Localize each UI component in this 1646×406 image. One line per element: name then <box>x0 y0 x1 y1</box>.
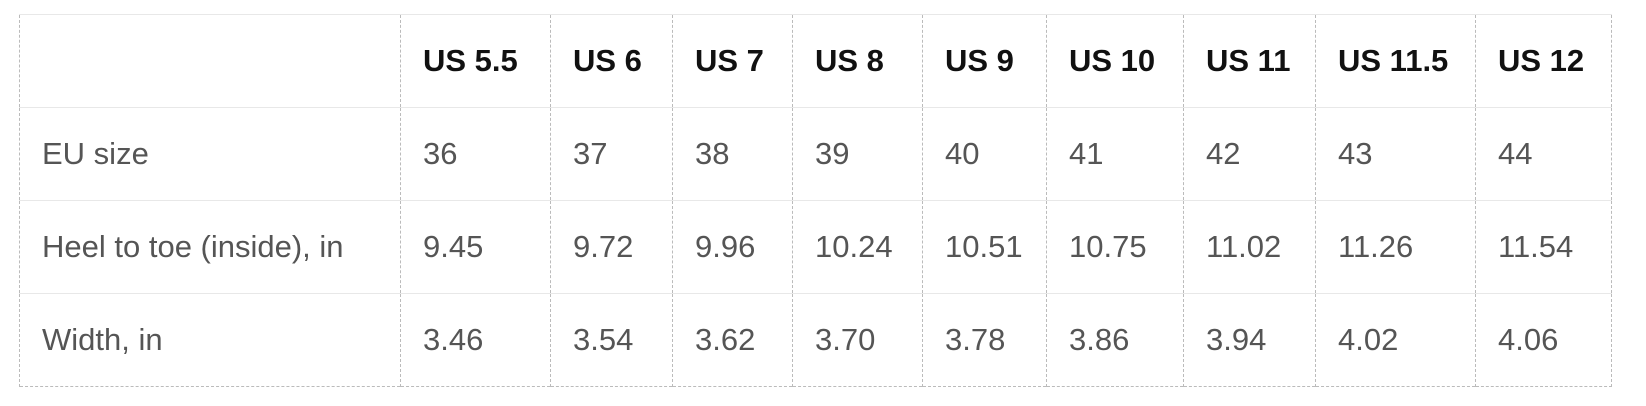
row-label: Heel to toe (inside), in <box>19 200 401 294</box>
table-row: Heel to toe (inside), in 9.45 9.72 9.96 10.2… <box>19 200 1612 294</box>
cell: 3.86 <box>1046 293 1184 387</box>
cell: 9.96 <box>672 200 793 294</box>
cell: 10.51 <box>922 200 1047 294</box>
cell: 10.24 <box>792 200 923 294</box>
column-header: US 5.5 <box>400 14 551 108</box>
cell: 3.62 <box>672 293 793 387</box>
row-label: EU size <box>19 107 401 201</box>
header-row: US 5.5 US 6 US 7 US 8 US 9 US 10 US 11 US 11.5 U… <box>19 14 1612 108</box>
column-header: US 9 <box>922 14 1047 108</box>
size-table: US 5.5 US 6 US 7 US 8 US 9 US 10 US 11 US 11.5 U… <box>19 14 1612 387</box>
cell: 4.06 <box>1475 293 1612 387</box>
cell: 41 <box>1046 107 1184 201</box>
column-header: US 11.5 <box>1315 14 1476 108</box>
cell: 9.45 <box>400 200 551 294</box>
cell: 3.94 <box>1183 293 1316 387</box>
table-row: Width, in 3.46 3.54 3.62 3.70 3.78 3.86 3.94 4.0… <box>19 293 1612 387</box>
column-header: US 11 <box>1183 14 1316 108</box>
column-header: US 8 <box>792 14 923 108</box>
column-header: US 12 <box>1475 14 1612 108</box>
cell: 9.72 <box>550 200 673 294</box>
cell: 11.54 <box>1475 200 1612 294</box>
cell: 4.02 <box>1315 293 1476 387</box>
table-row: EU size 36 37 38 39 40 41 42 43 44 <box>19 107 1612 201</box>
row-label: Width, in <box>19 293 401 387</box>
column-header: US 10 <box>1046 14 1184 108</box>
cell: 11.26 <box>1315 200 1476 294</box>
table-body: EU size 36 37 38 39 40 41 42 43 44 Heel to toe (in… <box>19 107 1612 387</box>
cell: 40 <box>922 107 1047 201</box>
column-header: US 7 <box>672 14 793 108</box>
cell: 44 <box>1475 107 1612 201</box>
cell: 10.75 <box>1046 200 1184 294</box>
cell: 11.02 <box>1183 200 1316 294</box>
cell: 39 <box>792 107 923 201</box>
cell: 3.78 <box>922 293 1047 387</box>
cell: 3.70 <box>792 293 923 387</box>
cell: 3.54 <box>550 293 673 387</box>
cell: 37 <box>550 107 673 201</box>
cell: 43 <box>1315 107 1476 201</box>
cell: 36 <box>400 107 551 201</box>
cell: 42 <box>1183 107 1316 201</box>
cell: 3.46 <box>400 293 551 387</box>
cell: 38 <box>672 107 793 201</box>
corner-cell <box>19 14 401 108</box>
column-header: US 6 <box>550 14 673 108</box>
